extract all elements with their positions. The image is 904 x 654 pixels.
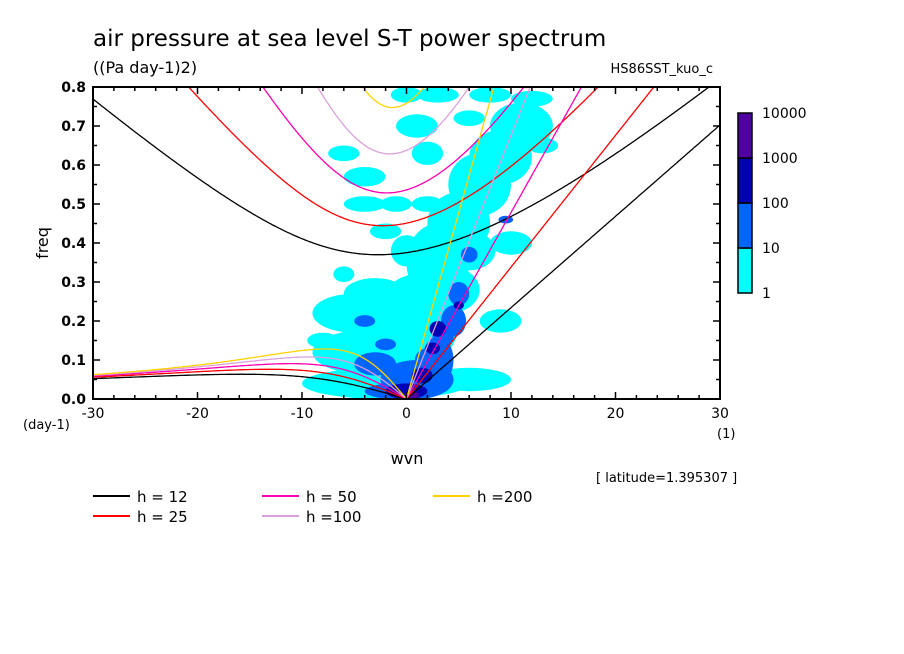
curve-ig-n1-h25 [187,87,600,227]
colorbar-swatch-1 [737,202,753,249]
spectrum-region-39 [354,315,376,327]
colorbar-label: 1000 [762,151,798,167]
curve-ig-n1-h100 [316,87,470,155]
spectrum-region-44 [354,352,397,376]
spectrum-region-9 [490,102,553,150]
y-tick-label: 0.3 [61,275,86,291]
spectrum-region-24 [453,110,485,126]
spectrum-region-26 [511,90,553,107]
curve-rossby-n1-h200 [93,348,406,399]
spectrum-region-16 [343,166,386,187]
legend-label: h = 25 [137,508,188,526]
spectrum-region-32 [307,332,339,349]
axis-ticks: -30 -20 -10 0 10 20 30 0.0 0.1 0.2 0.3 0.4 0.5 0.6 0.7… [61,80,729,422]
curve-kelvin-h200 [405,87,495,399]
spectrum-region-41 [414,348,440,372]
legend-item-h100: h =100 [262,508,361,526]
legend-label: h =100 [306,508,361,526]
spectrum-region-14 [479,309,522,333]
curve-kelvin-h50 [405,87,583,399]
spectrum-region-30 [390,235,423,267]
curve-kelvin-h25 [405,87,655,399]
spectrum-region-17 [369,223,402,240]
latitude-annotation: [ latitude=1.395307 ] [596,471,737,486]
curve-rossby-n1-h12 [93,373,406,399]
spectrum-region-33 [333,266,355,283]
colorbar-swatch-2 [737,157,753,204]
x-tick-label: 0 [402,406,411,422]
chart-subtitle: ((Pa day-1)2) [93,58,197,77]
colorbar-swatch-3 [737,112,753,159]
colorbar-swatch-0 [737,247,753,294]
legend-item-h200: h =200 [433,488,532,506]
spectrum-region-21 [411,141,444,165]
y-tick-label: 0.6 [61,158,86,174]
curve-ig-n1-h12 [93,87,711,256]
legend: h = 12 h = 25 h = 50 h =100 h =200 [93,488,532,526]
spectrum-region-38 [375,338,397,351]
legend-item-h12: h = 12 [93,488,188,506]
spectrum-region-18 [328,145,360,162]
x-tick-label: -10 [291,406,314,422]
colorbar-label: 10 [762,241,780,257]
chart-title: air pressure at sea level S-T power spec… [93,26,606,52]
legend-label: h =200 [477,488,532,506]
x-tick-label: -20 [186,406,209,422]
spectrum-region-23 [416,87,459,103]
spectrum-contours [302,87,559,399]
x-tick-label: 20 [607,406,625,422]
legend-label: h = 50 [306,488,357,506]
y-unit-label: (day-1) [23,418,70,433]
curve-kelvin-h100 [405,87,531,399]
y-tick-label: 0.2 [61,314,86,330]
colorbar-label: 1 [762,286,771,302]
spectrum-region-20 [396,114,438,138]
y-tick-label: 0.7 [61,119,86,135]
curve-kelvin-h12 [406,124,720,399]
y-tick-label: 0.4 [61,236,86,252]
curve-rossby-n1-h100 [93,356,406,399]
legend-item-h50: h = 50 [262,488,357,506]
spectrum-region-47 [429,321,447,337]
dispersion-curves [93,87,720,399]
x-unit-label: (1) [717,427,735,442]
x-tick-label: -30 [82,406,105,422]
curve-rossby-n1-h50 [93,362,406,399]
spectrum-region-12 [322,377,386,390]
spectrum-region-37 [448,282,470,306]
x-tick-label: 30 [711,406,729,422]
spectrum-region-25 [469,87,511,103]
curve-ig-n1-h200 [361,87,426,109]
spectrum-region-28 [380,196,412,212]
spectrum-region-10 [416,266,480,314]
experiment-label: HS86SST_kuo_c [611,62,713,77]
colorbar-label: 10000 [762,106,807,122]
y-tick-label: 0.5 [61,197,86,213]
x-axis-label: wvn [391,449,424,468]
spectrum-region-29 [411,196,444,212]
legend-item-h25: h = 25 [93,508,188,526]
y-tick-label: 0.0 [61,392,86,408]
spectrum-region-31 [364,321,407,345]
colorbar: 10000 1000 100 10 1 [737,106,807,302]
spectrum-region-15 [490,231,532,255]
x-tick-label: 10 [502,406,520,422]
y-tick-label: 0.1 [61,353,86,369]
y-tick-label: 0.8 [61,80,86,96]
curve-rossby-n1-h25 [93,368,406,399]
colorbar-label: 100 [762,196,789,212]
curve-ig-n1-h50 [262,87,525,194]
spectrum-region-19 [343,196,386,212]
spectrum-region-22 [390,87,423,103]
y-axis-label: freq [33,227,52,259]
legend-label: h = 12 [137,488,188,506]
